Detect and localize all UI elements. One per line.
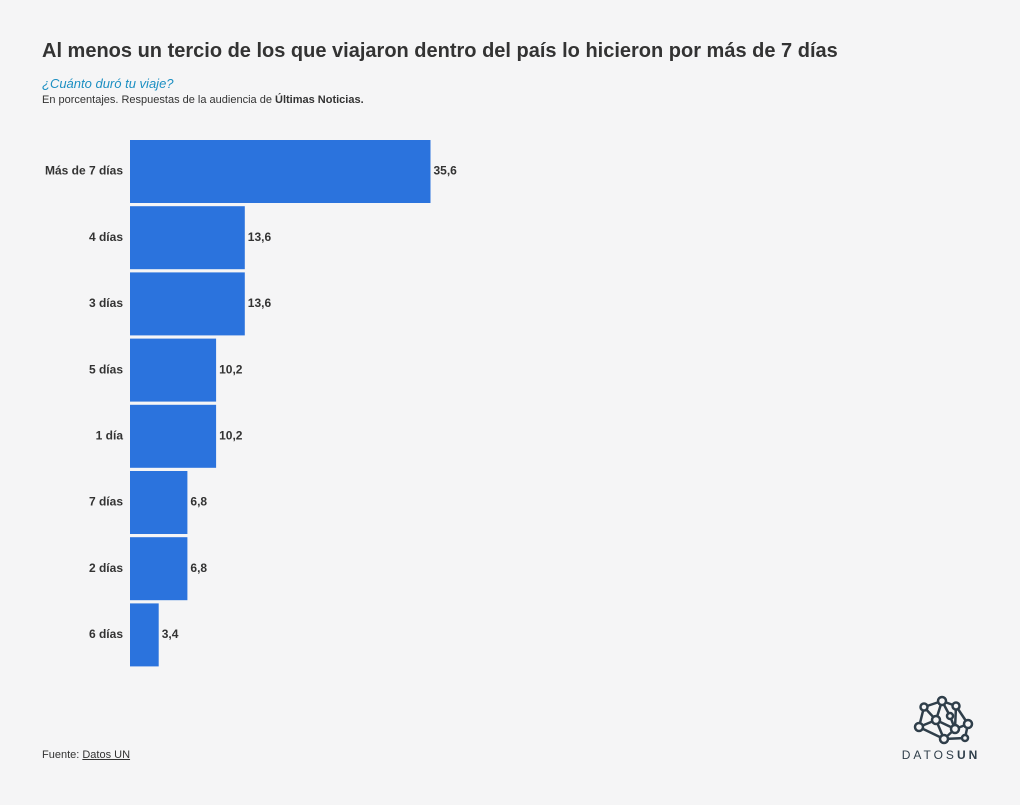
value-label: 35,6 bbox=[434, 164, 458, 178]
category-label: 7 días bbox=[89, 495, 123, 509]
value-label: 10,2 bbox=[219, 428, 243, 442]
category-label: 4 días bbox=[89, 230, 123, 244]
note-text: En porcentajes. Respuestas de la audienc… bbox=[42, 94, 275, 106]
chart-title: Al menos un tercio de los que viajaron d… bbox=[42, 40, 838, 62]
value-label: 13,6 bbox=[248, 296, 272, 310]
datos-un-logo: DATOSUN bbox=[900, 694, 982, 766]
category-label: 1 día bbox=[96, 428, 124, 442]
chart-note: En porcentajes. Respuestas de la audienc… bbox=[42, 94, 364, 106]
network-nodes-icon bbox=[913, 695, 974, 745]
note-source-name: Últimas Noticias. bbox=[275, 94, 364, 106]
logo-wordmark: DATOSUN bbox=[900, 748, 982, 762]
logo-text-bold: UN bbox=[956, 748, 981, 762]
category-label: 2 días bbox=[89, 561, 123, 575]
category-label: 5 días bbox=[89, 362, 123, 376]
category-label: 6 días bbox=[89, 627, 123, 641]
bar bbox=[130, 471, 188, 534]
source-note: Fuente: Datos UN bbox=[42, 749, 130, 761]
logo-text-regular: DATOS bbox=[901, 748, 957, 762]
value-label: 3,4 bbox=[162, 627, 179, 641]
bar bbox=[130, 603, 159, 667]
category-label: 3 días bbox=[89, 296, 123, 310]
value-label: 13,6 bbox=[248, 230, 272, 244]
category-label: Más de 7 días bbox=[45, 164, 123, 178]
bar bbox=[130, 404, 217, 468]
value-label: 10,2 bbox=[219, 362, 243, 376]
chart-subtitle: ¿Cuánto duró tu viaje? bbox=[42, 76, 174, 91]
bar bbox=[130, 206, 245, 270]
bar bbox=[130, 140, 431, 203]
value-label: 6,8 bbox=[190, 495, 207, 509]
bar bbox=[130, 338, 217, 402]
value-label: 6,8 bbox=[190, 561, 207, 575]
bar bbox=[130, 272, 245, 336]
bar bbox=[130, 537, 188, 601]
source-link[interactable]: Datos UN bbox=[82, 749, 131, 761]
source-prefix: Fuente: bbox=[42, 749, 83, 761]
bar-chart: Más de 7 días 35,6 4 días 13,6 3 días 13,6 5 d… bbox=[45, 140, 458, 667]
